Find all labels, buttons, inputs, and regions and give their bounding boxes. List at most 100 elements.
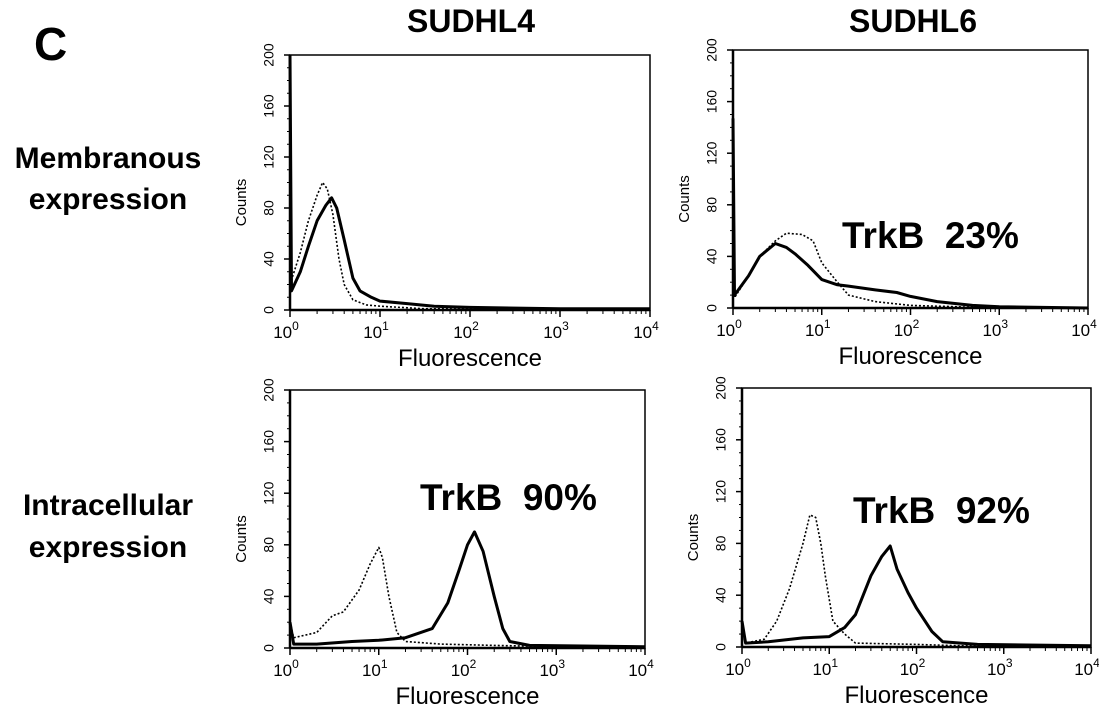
x-axis-label: Fluorescence bbox=[838, 343, 982, 370]
y-tick-label: 80 bbox=[261, 200, 277, 216]
x-tick-exponent: 1 bbox=[831, 656, 838, 670]
x-tick-label: 101 bbox=[363, 319, 389, 342]
x-tick-base: 10 bbox=[273, 661, 292, 680]
x-tick-base: 10 bbox=[1071, 321, 1090, 340]
panel-letter: C bbox=[34, 18, 67, 70]
x-tick-label: 100 bbox=[716, 317, 742, 340]
x-tick-exponent: 1 bbox=[382, 319, 389, 333]
x-tick-base: 10 bbox=[451, 661, 470, 680]
x-tick-label: 103 bbox=[982, 317, 1008, 340]
x-tick-exponent: 3 bbox=[1001, 317, 1008, 331]
x-tick-base: 10 bbox=[453, 323, 472, 342]
percentage-annotation: TrkB 92% bbox=[853, 490, 1030, 531]
x-tick-label: 102 bbox=[451, 657, 477, 680]
y-tick-label: 120 bbox=[713, 480, 729, 504]
x-tick-exponent: 4 bbox=[1090, 317, 1097, 331]
x-tick-base: 10 bbox=[539, 661, 558, 680]
x-tick-label: 104 bbox=[1071, 317, 1097, 340]
x-tick-exponent: 3 bbox=[1006, 656, 1013, 670]
histogram-line-solid bbox=[288, 54, 650, 311]
y-tick-label: 120 bbox=[704, 141, 720, 165]
y-tick-label: 0 bbox=[261, 644, 277, 652]
x-tick-exponent: 0 bbox=[735, 317, 742, 331]
row-label-intracellular-line1: Intracellular bbox=[23, 489, 193, 522]
y-tick-label: 160 bbox=[261, 430, 277, 454]
histogram-line-dotted bbox=[732, 178, 1088, 309]
row-label-intracellular-line2: expression bbox=[29, 531, 187, 564]
row-label-membranous-line1: Membranous bbox=[15, 142, 202, 175]
x-tick-exponent: 4 bbox=[652, 319, 659, 333]
histogram-line-dotted bbox=[289, 181, 651, 311]
x-tick-label: 100 bbox=[725, 656, 751, 679]
x-axis-label: Fluorescence bbox=[844, 682, 988, 709]
y-tick-label: 80 bbox=[713, 535, 729, 551]
y-tick-label: 40 bbox=[261, 251, 277, 267]
x-tick-label: 100 bbox=[273, 319, 299, 342]
x-tick-label: 102 bbox=[453, 319, 479, 342]
x-tick-label: 104 bbox=[628, 657, 654, 680]
y-tick-label: 0 bbox=[713, 643, 729, 651]
x-tick-label: 104 bbox=[1074, 656, 1099, 679]
x-tick-label: 103 bbox=[539, 657, 565, 680]
x-tick-label: 103 bbox=[987, 656, 1013, 679]
x-tick-label: 101 bbox=[362, 657, 388, 680]
y-tick-label: 40 bbox=[704, 248, 720, 264]
x-tick-base: 10 bbox=[543, 323, 562, 342]
row-label-membranous-line2: expression bbox=[29, 183, 187, 216]
x-tick-base: 10 bbox=[812, 660, 831, 679]
x-tick-base: 10 bbox=[1074, 660, 1093, 679]
y-tick-label: 200 bbox=[261, 43, 277, 67]
x-axis-label: Fluorescence bbox=[398, 345, 542, 372]
x-tick-base: 10 bbox=[894, 321, 913, 340]
plot-frame bbox=[732, 49, 1089, 309]
x-tick-base: 10 bbox=[805, 321, 824, 340]
x-tick-base: 10 bbox=[987, 660, 1006, 679]
x-tick-base: 10 bbox=[725, 660, 744, 679]
x-tick-base: 10 bbox=[363, 323, 382, 342]
y-tick-label: 0 bbox=[261, 306, 277, 314]
x-tick-exponent: 4 bbox=[1093, 656, 1099, 670]
histogram-line-dotted bbox=[741, 514, 1092, 648]
x-tick-exponent: 2 bbox=[913, 317, 920, 331]
x-tick-exponent: 0 bbox=[292, 657, 299, 671]
x-tick-label: 102 bbox=[894, 317, 920, 340]
y-axis-label: Counts bbox=[233, 179, 250, 227]
y-axis-label: Counts bbox=[233, 515, 250, 563]
histogram-line-solid bbox=[740, 544, 1092, 648]
plot-frame bbox=[289, 389, 646, 649]
x-tick-label: 101 bbox=[805, 317, 831, 340]
column-title-sudhl6: SUDHL6 bbox=[849, 3, 977, 39]
x-tick-exponent: 1 bbox=[824, 317, 831, 331]
x-tick-exponent: 2 bbox=[919, 656, 926, 670]
plot-frame bbox=[289, 54, 651, 311]
histogram-line-dotted bbox=[289, 546, 646, 649]
y-axis-label: Counts bbox=[685, 514, 702, 562]
x-tick-label: 103 bbox=[543, 319, 569, 342]
x-tick-exponent: 0 bbox=[292, 319, 299, 333]
y-tick-label: 120 bbox=[261, 481, 277, 505]
percentage-annotation: TrkB 23% bbox=[842, 215, 1019, 256]
x-tick-exponent: 3 bbox=[558, 657, 565, 671]
x-tick-label: 104 bbox=[633, 319, 659, 342]
y-tick-label: 160 bbox=[704, 90, 720, 114]
x-tick-base: 10 bbox=[633, 323, 652, 342]
x-axis-label: Fluorescence bbox=[395, 683, 539, 710]
y-tick-label: 200 bbox=[713, 376, 729, 400]
histogram-line-solid bbox=[288, 530, 646, 649]
y-tick-label: 120 bbox=[261, 145, 277, 169]
x-tick-exponent: 4 bbox=[647, 657, 654, 671]
x-tick-label: 102 bbox=[900, 656, 926, 679]
x-tick-exponent: 2 bbox=[470, 657, 477, 671]
x-tick-base: 10 bbox=[716, 321, 735, 340]
column-title-sudhl4: SUDHL4 bbox=[407, 3, 535, 39]
x-tick-label: 101 bbox=[812, 656, 838, 679]
x-tick-base: 10 bbox=[273, 323, 292, 342]
x-tick-exponent: 0 bbox=[744, 656, 751, 670]
x-tick-base: 10 bbox=[982, 321, 1001, 340]
x-tick-base: 10 bbox=[900, 660, 919, 679]
